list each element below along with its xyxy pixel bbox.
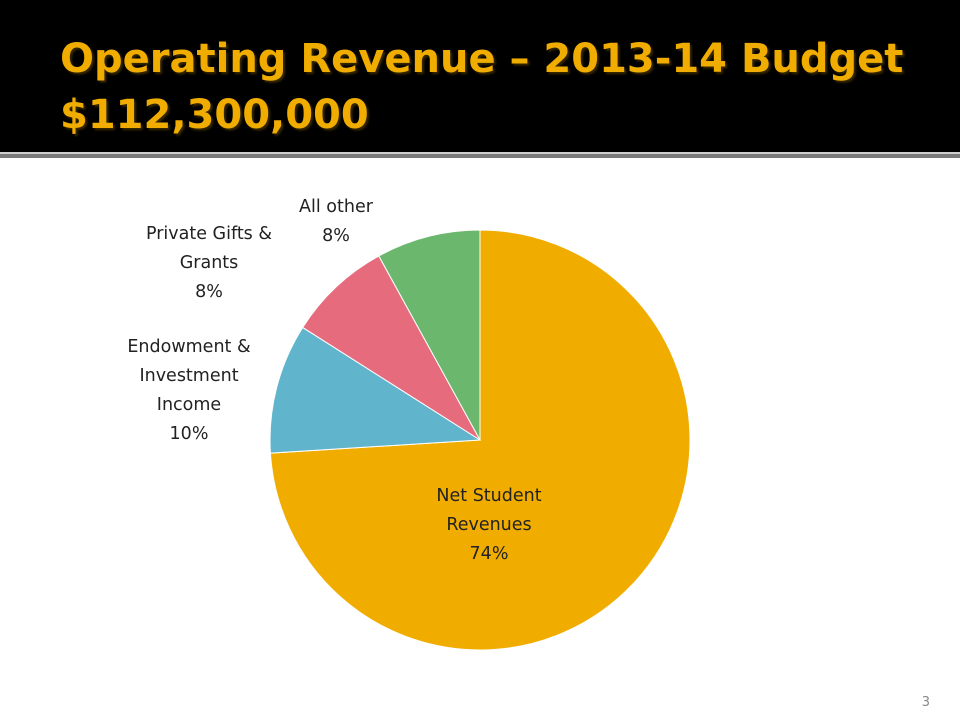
slice-label-line: Investment (139, 366, 239, 386)
label-all-other: All other 8% (276, 193, 396, 251)
slice-label-line: Grants (179, 253, 239, 273)
label-private-gifts-grants: Private Gifts & Grants 8% (119, 220, 299, 307)
pie-slice-all-other (378, 229, 481, 441)
slide-number: 3 (921, 695, 930, 710)
header-divider-thick (0, 154, 960, 158)
pie-slice-endowment-investment-income (269, 326, 482, 454)
slice-label-line: Revenues (446, 515, 532, 535)
slice-label-line: Private Gifts & (145, 224, 273, 244)
slice-label-line: 74% (469, 544, 509, 564)
label-net-student-revenues: Net Student Revenues 74% (419, 482, 559, 569)
slice-label-line: 10% (169, 424, 209, 444)
label-endowment-investment-income: Endowment & Investment Income 10% (109, 333, 269, 449)
slide-subtitle-amount: $112,300,000 (60, 92, 369, 138)
pie-slice-private-gifts-grants (302, 255, 481, 441)
slice-label-line: Endowment & (127, 337, 251, 357)
slice-label-line: Income (156, 395, 222, 415)
slice-label-line: 8% (195, 282, 223, 302)
slide-header: Operating Revenue – 2013-14 Budget $112,… (0, 0, 960, 152)
header-divider-thin (0, 152, 960, 154)
slice-label-line: 8% (322, 226, 350, 246)
slide-title: Operating Revenue – 2013-14 Budget (60, 36, 904, 82)
slice-label-line: All other (299, 197, 373, 217)
slice-label-line: Net Student (436, 486, 542, 506)
